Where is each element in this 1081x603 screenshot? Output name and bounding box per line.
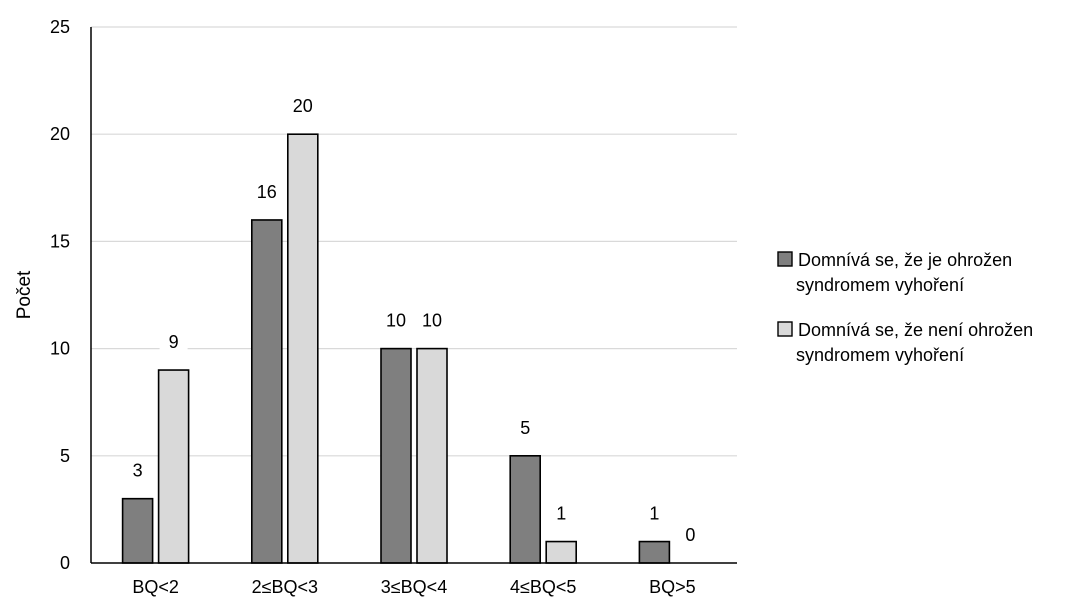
legend-line: Domnívá se, že je ohrožen: [798, 250, 1012, 270]
data-label-background: [511, 415, 540, 440]
bar-series-2: [545, 540, 578, 564]
data-label-background: [123, 458, 152, 483]
data-label: 0: [685, 525, 695, 545]
bar-series-1: [638, 540, 671, 564]
bar-series-1: [121, 497, 154, 564]
bars: [121, 133, 671, 564]
x-tick-label: 4≤BQ<5: [510, 577, 576, 597]
data-label-background: [640, 501, 669, 526]
legend-line: syndromem vyhoření: [796, 275, 964, 295]
data-label: 9: [169, 332, 179, 352]
y-tick-label: 15: [50, 231, 70, 251]
data-label-background: [547, 501, 576, 526]
gridlines: [91, 26, 737, 457]
data-label: 16: [257, 182, 277, 202]
y-axis-title: Počet: [14, 270, 35, 319]
data-label: 5: [520, 418, 530, 438]
x-tick-label: 2≤BQ<3: [252, 577, 318, 597]
legend-label-1: Domnívá se, že je ohrožen syndromem vyhoř…: [796, 250, 1012, 295]
data-label: 1: [649, 504, 659, 524]
y-tick-label: 5: [60, 446, 70, 466]
data-label-background: [418, 308, 446, 333]
y-tick-label: 0: [60, 553, 70, 573]
y-tick-label: 25: [50, 17, 70, 37]
data-label-background: [382, 308, 410, 333]
data-label: 10: [386, 311, 406, 331]
legend-line: Domnívá se, že není ohrožen: [798, 320, 1033, 340]
x-tick-label: BQ>5: [649, 577, 696, 597]
data-label: 3: [133, 461, 143, 481]
data-label-background: [159, 330, 188, 355]
legend-line: syndromem vyhoření: [796, 345, 964, 365]
data-label: 1: [556, 504, 566, 524]
bar-series-1: [380, 347, 412, 564]
bar-series-2: [416, 347, 448, 564]
y-tick-label: 20: [50, 124, 70, 144]
x-tick-label: 3≤BQ<4: [381, 577, 447, 597]
legend: Domnívá se, že je ohrožen syndromem vyhoř…: [777, 250, 1033, 365]
data-label: 20: [293, 96, 313, 116]
legend-swatch-1: [777, 251, 793, 267]
legend-label-2: Domnívá se, že není ohrožen syndromem vyh…: [796, 320, 1033, 365]
data-label-background: [288, 94, 317, 119]
bar-series-2: [286, 133, 319, 564]
bar-series-2: [157, 369, 190, 564]
bar-series-1: [251, 219, 283, 564]
data-label-background: [252, 179, 281, 204]
bar-series-1: [509, 454, 542, 564]
x-tick-label: BQ<2: [132, 577, 179, 597]
legend-swatch-2: [777, 321, 793, 337]
y-tick-label: 10: [50, 339, 70, 359]
data-label-background: [676, 523, 705, 547]
data-label: 10: [422, 311, 442, 331]
